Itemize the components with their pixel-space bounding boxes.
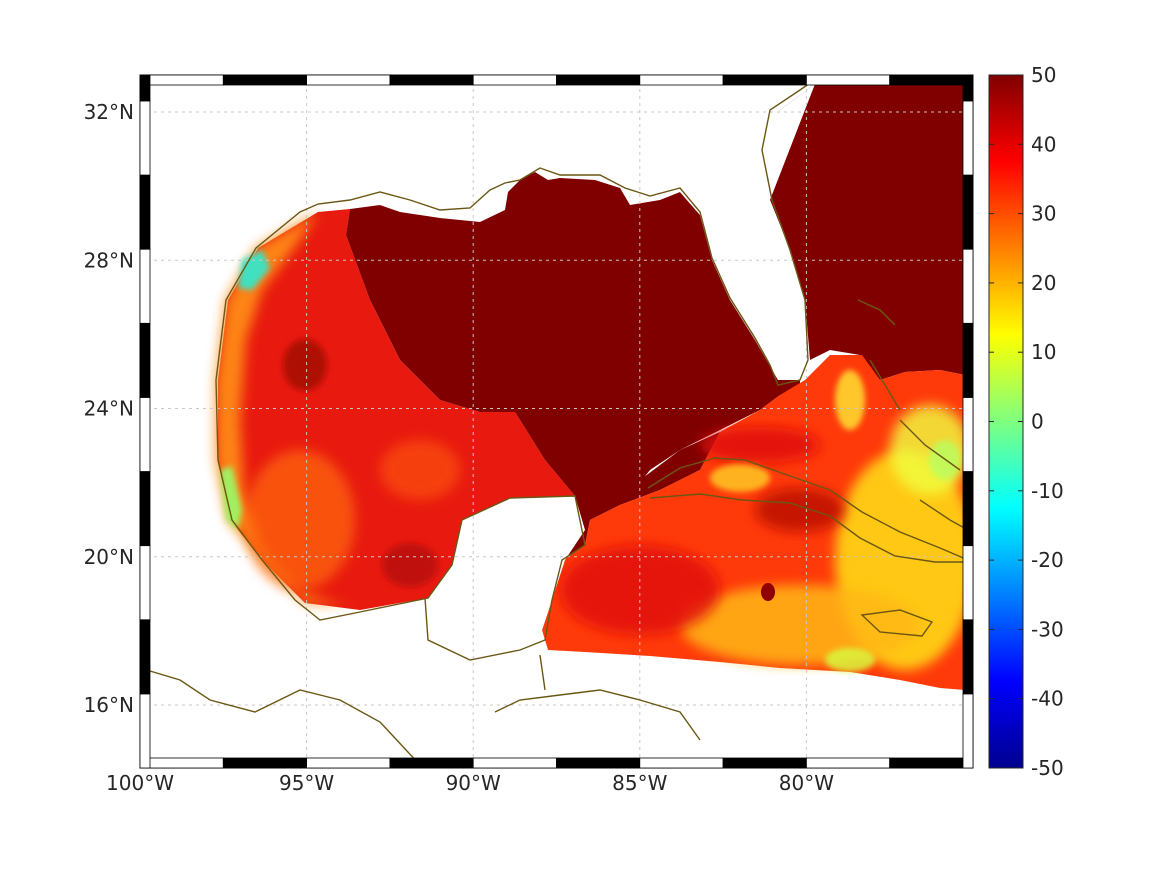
grid-lines <box>140 75 973 768</box>
central-gulf-saturated <box>346 172 800 520</box>
florida-land <box>660 84 815 380</box>
colorbar-tick-label-6: -10 <box>1031 479 1064 503</box>
x-tick-label-3: 85°W <box>612 771 667 795</box>
frame-segment-left <box>139 471 151 547</box>
frame-segment-right <box>962 100 974 176</box>
frame-segment-top <box>306 74 391 86</box>
frame-segment-right <box>962 471 974 547</box>
bahamas-coastline <box>857 299 969 531</box>
x-tick-label-0: 100°W <box>106 771 174 795</box>
cuba-coastline <box>647 457 969 563</box>
south-green <box>825 648 875 672</box>
x-tick-label-1: 95°W <box>279 771 334 795</box>
x-axis: 100°W 95°W 90°W 85°W 80°W <box>106 771 834 795</box>
frame-segment-bottom <box>389 757 474 769</box>
colorbar <box>988 74 1024 769</box>
frame-segment-bottom <box>889 757 974 769</box>
x-tick-label-4: 80°W <box>779 771 834 795</box>
western-gulf-dark-patch <box>382 543 438 587</box>
frame-segment-top <box>222 74 308 86</box>
colorbar-ticks: 50 40 30 20 10 0 -10 -20 -30 -40 -50 <box>989 63 1064 780</box>
frame-segment-bottom <box>222 757 308 769</box>
western-gulf-orange-patch <box>245 450 355 590</box>
small-dark-eddy <box>761 583 775 601</box>
frame-segment-left <box>139 248 151 324</box>
frame-segment-bottom <box>639 757 724 769</box>
colorbar-tick-label-8: -30 <box>1031 617 1064 641</box>
colorbar-tick-label-10: -50 <box>1031 756 1064 780</box>
frame-segment-top <box>722 74 807 86</box>
cayman-red <box>560 545 720 635</box>
frame-segment-bottom <box>306 757 391 769</box>
frame-segment-left <box>139 322 151 398</box>
frame-segment-left <box>139 693 151 769</box>
keys-yellow <box>835 370 865 430</box>
frame-segment-top <box>806 74 891 86</box>
frame-segment-top <box>389 74 474 86</box>
frame-segment-top <box>556 74 641 86</box>
western-gulf-margin <box>216 212 360 606</box>
frame-segment-left <box>139 545 151 621</box>
frame-segment-left <box>139 397 151 472</box>
map-frame <box>139 74 974 769</box>
colorbar-tick-label-5: 0 <box>1031 410 1044 434</box>
frame-segment-top <box>472 74 557 86</box>
colorbar-tick-label-2: 30 <box>1031 202 1056 226</box>
western-gulf-orange-patch-2 <box>380 440 460 500</box>
colorbar-tick-label-0: 50 <box>1031 63 1056 87</box>
western-gulf-dark-eddy <box>283 339 327 391</box>
frame-segment-right <box>962 322 974 398</box>
y-axis: 16°N 20°N 24°N 28°N 32°N <box>84 100 134 717</box>
atlantic-saturated <box>762 84 965 380</box>
frame-segment-right <box>962 693 974 769</box>
data-field <box>216 84 973 690</box>
frame-segment-bottom <box>472 757 557 769</box>
frame-segment-bottom <box>806 757 891 769</box>
y-tick-label-2: 24°N <box>84 397 134 421</box>
frame-segment-bottom <box>556 757 641 769</box>
jamaica-coastline <box>860 609 934 637</box>
y-tick-label-1: 20°N <box>84 545 134 569</box>
frame-segment-left <box>139 619 151 695</box>
central-america-coastline <box>494 654 701 741</box>
frame-segment-right <box>962 619 974 695</box>
x-tick-label-2: 90°W <box>446 771 501 795</box>
frame-segment-right <box>962 397 974 472</box>
frame-segment-bottom <box>139 757 224 769</box>
mexico-coast-low <box>220 466 242 530</box>
frame-segment-bottom <box>722 757 807 769</box>
gulf-coastline <box>140 75 821 766</box>
frame-segment-right <box>962 174 974 250</box>
frame-segment-left <box>139 100 151 176</box>
colorbar-tick-label-4: 10 <box>1031 340 1056 364</box>
frame-segment-top <box>139 74 224 86</box>
y-tick-label-0: 16°N <box>84 693 134 717</box>
colorbar-tick-label-9: -40 <box>1031 687 1064 711</box>
colorbar-tick-label-7: -20 <box>1031 548 1064 572</box>
cuba-north-red <box>700 427 820 463</box>
frame-segment-right <box>962 74 974 102</box>
cuba-inner-yellow <box>710 464 770 492</box>
frame-segment-right <box>962 545 974 621</box>
y-tick-label-3: 28°N <box>84 248 134 272</box>
frame-segment-top <box>639 74 724 86</box>
frame-segment-right <box>962 248 974 324</box>
y-tick-label-4: 32°N <box>84 100 134 124</box>
colorbar-tick-label-3: 20 <box>1031 271 1056 295</box>
frame-segment-left <box>139 74 151 102</box>
colorbar-tick-label-1: 40 <box>1031 132 1056 156</box>
caribbean-yellow-south <box>680 585 920 665</box>
cuba-south-dark <box>755 488 845 532</box>
yucatan-land <box>428 496 585 660</box>
coastlines <box>140 75 969 766</box>
frame-segment-left <box>139 174 151 250</box>
frame-segment-top <box>889 74 974 86</box>
